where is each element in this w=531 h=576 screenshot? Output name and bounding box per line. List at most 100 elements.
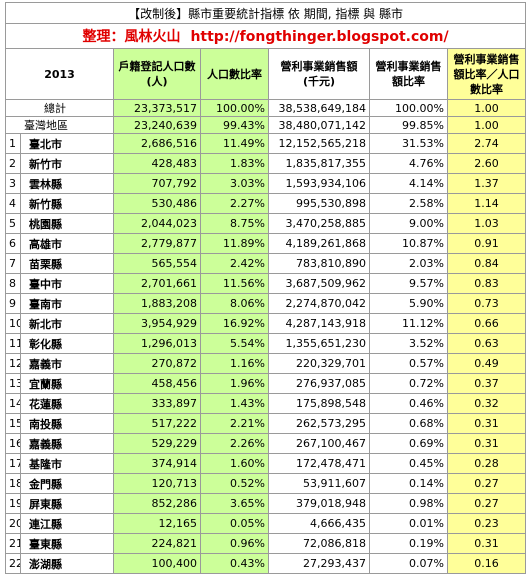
- sales-share: 2.03%: [369, 253, 448, 274]
- population: 3,954,929: [113, 313, 201, 334]
- population-share: 3.03%: [200, 173, 269, 194]
- ratio: 0.31: [446, 533, 527, 554]
- credit-url[interactable]: http://fongthinger.blogspot.com/: [190, 29, 449, 45]
- sales-share: 0.57%: [369, 353, 448, 374]
- sales: 2,274,870,042: [268, 293, 370, 314]
- sales: 72,086,818: [268, 533, 370, 554]
- population: 1,883,208: [113, 293, 201, 314]
- population-share: 2.26%: [200, 433, 269, 454]
- population: 517,222: [113, 413, 201, 434]
- county: 基隆市: [20, 453, 114, 474]
- sales-share: 0.07%: [369, 553, 448, 574]
- population: 2,701,661: [113, 273, 201, 294]
- data-row: 2 新竹市 428,483 1.83% 1,835,817,355 4.76% 2.60: [5, 153, 527, 174]
- population-share: 0.05%: [200, 513, 269, 534]
- ratio: 0.23: [446, 513, 527, 534]
- population-share: 1.43%: [200, 393, 269, 414]
- population-share: 11.49%: [200, 133, 269, 154]
- county: 高雄市: [20, 233, 114, 254]
- ratio: 2.74: [446, 133, 527, 154]
- population-share: 1.96%: [200, 373, 269, 394]
- rank: 10: [5, 313, 21, 334]
- ratio: 0.63: [446, 333, 527, 354]
- ratio: 0.28: [446, 453, 527, 474]
- population: 23,373,517: [113, 99, 201, 117]
- population-share: 3.65%: [200, 493, 269, 514]
- ratio: 0.31: [446, 433, 527, 454]
- header-row: 2013 戶籍登記人口數 (人) 人口數比率 營利事業銷售額 (千元) 營利事業銷售額比…: [5, 48, 527, 100]
- rank: 8: [5, 273, 21, 294]
- county: 臺北市: [20, 133, 114, 154]
- population: 458,456: [113, 373, 201, 394]
- title-row: 【改制後】縣市重要統計指標 依 期間, 指標 與 縣市: [4, 2, 527, 24]
- data-row: 6 高雄市 2,779,877 11.89% 4,189,261,868 10.87% 0.…: [5, 233, 527, 254]
- sales-share: 0.68%: [369, 413, 448, 434]
- population: 100,400: [113, 553, 201, 574]
- sales: 267,100,467: [268, 433, 370, 454]
- population-share: 8.75%: [200, 213, 269, 234]
- column-header: 人口數比率: [200, 48, 269, 100]
- sales-share: 9.00%: [369, 213, 448, 234]
- population-share: 99.43%: [200, 116, 269, 134]
- data-row: 7 苗栗縣 565,554 2.42% 783,810,890 2.03% 0.84: [5, 253, 527, 274]
- county: 金門縣: [20, 473, 114, 494]
- population-share: 1.16%: [200, 353, 269, 374]
- sales: 172,478,471: [268, 453, 370, 474]
- population-share: 2.21%: [200, 413, 269, 434]
- sales: 276,937,085: [268, 373, 370, 394]
- population: 270,872: [113, 353, 201, 374]
- total-label: 臺灣地區: [5, 116, 114, 134]
- county: 雲林縣: [20, 173, 114, 194]
- ratio: 0.84: [446, 253, 527, 274]
- column-header: 營利事業銷售額 (千元): [268, 48, 370, 100]
- population: 428,483: [113, 153, 201, 174]
- sales: 262,573,295: [268, 413, 370, 434]
- county: 臺中市: [20, 273, 114, 294]
- ratio: 0.49: [446, 353, 527, 374]
- county: 臺東縣: [20, 533, 114, 554]
- title: 【改制後】縣市重要統計指標 依 期間, 指標 與 縣市: [4, 2, 527, 24]
- sales-share: 3.52%: [369, 333, 448, 354]
- sales-share: 0.14%: [369, 473, 448, 494]
- population-share: 0.43%: [200, 553, 269, 574]
- sales-share: 0.69%: [369, 433, 448, 454]
- rank: 12: [5, 353, 21, 374]
- data-row: 11彰化縣1,296,0135.54%1,355,651,2303.52%0.6…: [5, 333, 527, 354]
- rank: 19: [5, 493, 21, 514]
- population: 23,240,639: [113, 116, 201, 134]
- county: 南投縣: [20, 413, 114, 434]
- total-row: 臺灣地區 23,240,639 99.43% 38,480,071,142 99.85%…: [5, 116, 527, 134]
- county: 連江縣: [20, 513, 114, 534]
- data-row: 10新北市3,954,92916.92%4,287,143,91811.12%0…: [5, 313, 527, 334]
- county: 桃園縣: [20, 213, 114, 234]
- rank: 15: [5, 413, 21, 434]
- sales-share: 0.98%: [369, 493, 448, 514]
- population: 565,554: [113, 253, 201, 274]
- column-header: 營利事業銷售額比率／人口數比率: [446, 48, 527, 100]
- ratio: 1.00: [446, 99, 527, 117]
- ratio: 1.14: [446, 193, 527, 214]
- population: 530,486: [113, 193, 201, 214]
- rank: 20: [5, 513, 21, 534]
- population-share: 16.92%: [200, 313, 269, 334]
- rank: 6: [5, 233, 21, 254]
- sales: 38,480,071,142: [268, 116, 370, 134]
- county: 澎湖縣: [20, 553, 114, 574]
- sales: 27,293,437: [268, 553, 370, 574]
- rank: 1: [5, 133, 21, 154]
- ratio: 0.91: [446, 233, 527, 254]
- data-row: 9 臺南市 1,883,208 8.06% 2,274,870,042 5.90% 0.73: [5, 293, 527, 314]
- sales: 53,911,607: [268, 473, 370, 494]
- credit: 整理：風林火山 http://fongthinger.blogspot.com/: [4, 23, 527, 49]
- population: 120,713: [113, 473, 201, 494]
- population: 2,044,023: [113, 213, 201, 234]
